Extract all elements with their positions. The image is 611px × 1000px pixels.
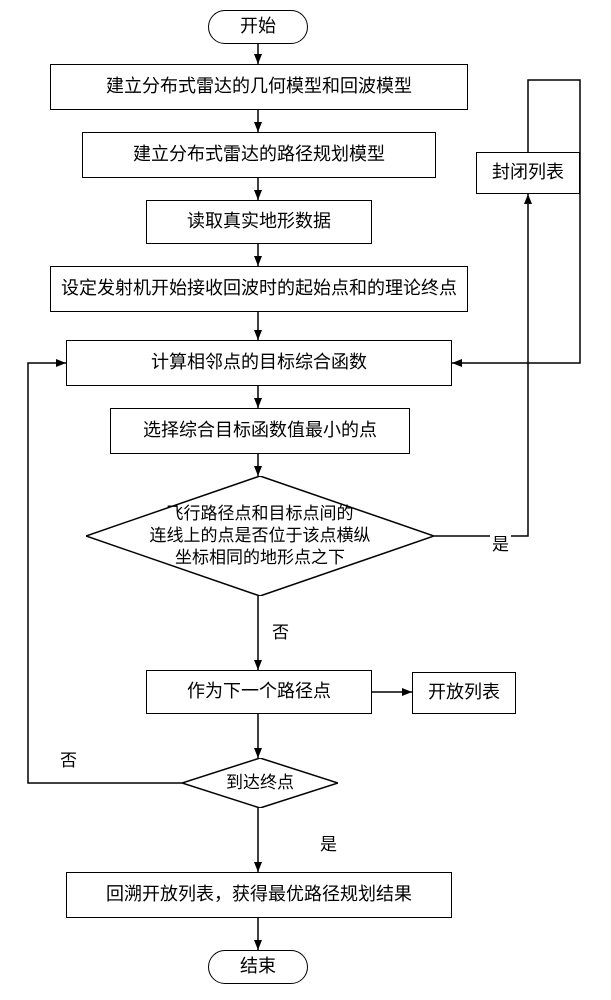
end-terminator: 结束 xyxy=(208,950,308,984)
node-path-planning-model: 建立分布式雷达的路径规划模型 xyxy=(82,132,436,178)
decision-terrain-check: 飞行路径点和目标点间的 连线上的点是否位于该点横纵 坐标相同的地形点之下 xyxy=(86,476,434,596)
start-label: 开始 xyxy=(240,14,276,39)
start-terminator: 开始 xyxy=(208,10,308,44)
node-read-terrain: 读取真实地形数据 xyxy=(146,200,372,244)
label-text: 是 xyxy=(320,835,337,854)
node-label: 作为下一个路径点 xyxy=(187,679,331,704)
label-text: 否 xyxy=(272,623,289,642)
label-text: 是 xyxy=(492,535,509,554)
node-label: 回溯开放列表，获得最优路径规划结果 xyxy=(106,882,412,907)
node-backtrack-result: 回溯开放列表，获得最优路径规划结果 xyxy=(66,872,452,918)
decision-label: 飞行路径点和目标点间的 连线上的点是否位于该点横纵 坐标相同的地形点之下 xyxy=(150,503,371,569)
node-label: 建立分布式雷达的路径规划模型 xyxy=(133,142,385,167)
decision-reached-end: 到达终点 xyxy=(182,758,338,808)
node-label: 建立分布式雷达的几何模型和回波模型 xyxy=(106,74,412,99)
node-geometry-echo-model: 建立分布式雷达的几何模型和回波模型 xyxy=(50,64,468,110)
node-label: 计算相邻点的目标综合函数 xyxy=(151,350,367,375)
node-label: 开放列表 xyxy=(428,680,500,705)
node-next-waypoint: 作为下一个路径点 xyxy=(146,670,372,714)
node-closed-list: 封闭列表 xyxy=(476,152,580,194)
edge-label-d2-no: 否 xyxy=(58,746,79,771)
node-label: 设定发射机开始接收回波时的起始点和的理论终点 xyxy=(61,276,457,301)
edge-label-d1-no: 否 xyxy=(270,618,291,643)
end-label: 结束 xyxy=(240,954,276,979)
node-label: 封闭列表 xyxy=(492,160,564,185)
node-label: 读取真实地形数据 xyxy=(187,209,331,234)
edge-label-d2-yes: 是 xyxy=(318,830,339,855)
decision-label: 到达终点 xyxy=(226,772,294,794)
node-open-list: 开放列表 xyxy=(412,672,516,714)
edge-label-d1-yes: 是 xyxy=(490,530,511,555)
node-compute-objective: 计算相邻点的目标综合函数 xyxy=(66,340,452,386)
node-set-start-end: 设定发射机开始接收回波时的起始点和的理论终点 xyxy=(50,266,468,312)
node-select-min: 选择综合目标函数值最小的点 xyxy=(110,408,410,454)
node-label: 选择综合目标函数值最小的点 xyxy=(143,418,377,443)
label-text: 否 xyxy=(60,751,77,770)
